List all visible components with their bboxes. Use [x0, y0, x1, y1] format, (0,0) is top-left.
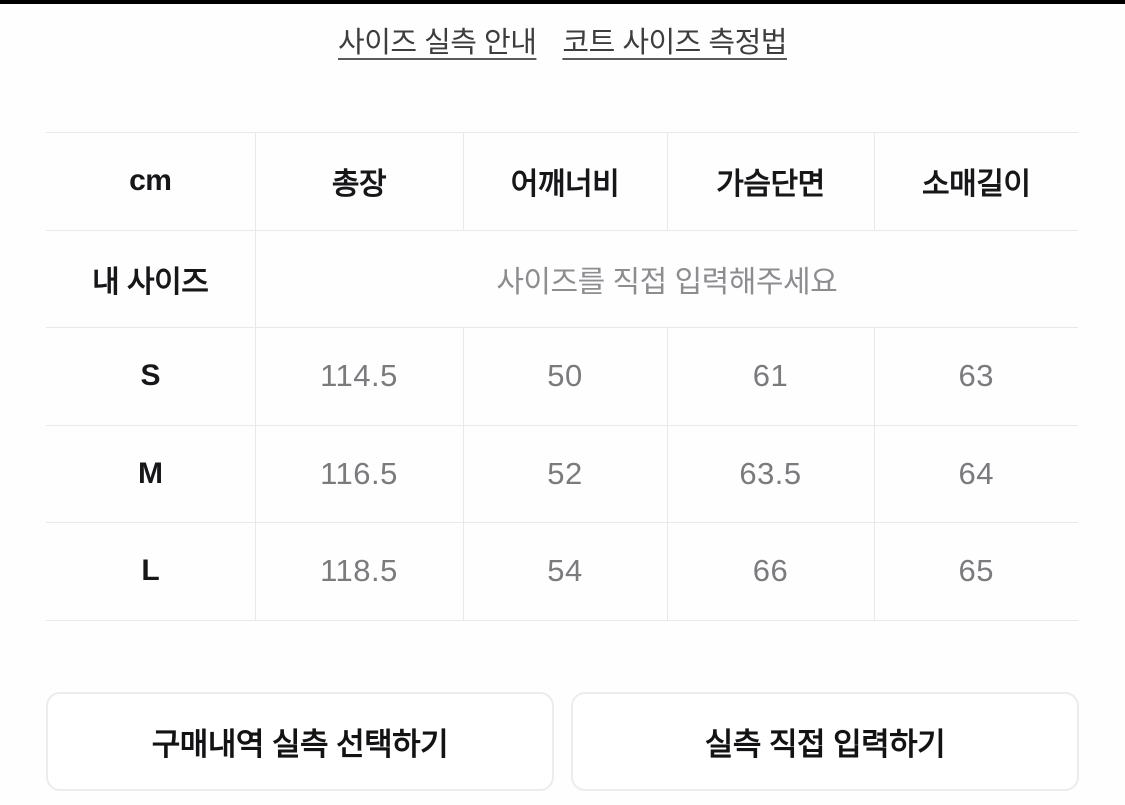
size-table: cm 총장 어깨너비 가슴단면 소매길이 — [46, 132, 1078, 621]
measurement-cell: 64 — [873, 424, 1078, 523]
measurement-value: 66 — [752, 553, 789, 589]
my-size-label-cell: 내 사이즈 — [46, 229, 256, 328]
measurement-value: 50 — [547, 358, 583, 394]
measurement-cell: 118.5 — [254, 522, 464, 621]
size-measure-guide-link[interactable]: 사이즈 실측 안내 — [338, 27, 537, 59]
table-row-size-m: M 116.5 52 63.5 64 — [46, 424, 1078, 523]
measurement-value: 116.5 — [320, 455, 398, 491]
size-label: S — [140, 359, 160, 393]
actions-row: 구매내역 실측 선택하기 실측 직접 입력하기 — [46, 692, 1079, 791]
measurement-value: 63.5 — [739, 455, 802, 491]
size-label-cell: M — [46, 424, 256, 523]
top-edge-bar — [0, 0, 1125, 4]
column-header-label: 가슴단면 — [716, 168, 825, 202]
measurement-cell: 66 — [666, 522, 875, 621]
size-label: L — [141, 554, 160, 588]
measurement-cell: 65 — [873, 522, 1078, 621]
measurement-cell: 116.5 — [254, 424, 464, 523]
measurement-cell: 61 — [666, 327, 875, 426]
measurement-value: 114.5 — [320, 358, 398, 394]
size-label: M — [138, 456, 163, 490]
measurement-value: 52 — [547, 455, 583, 491]
enter-measurement-directly-button[interactable]: 실측 직접 입력하기 — [571, 692, 1079, 791]
measurement-cell: 63.5 — [666, 424, 875, 523]
measurement-value: 118.5 — [320, 553, 398, 589]
measurement-value: 65 — [958, 553, 994, 589]
my-size-input-cell[interactable]: 사이즈를 직접 입력해주세요 — [254, 229, 1078, 328]
coat-measure-method-link[interactable]: 코트 사이즈 측정법 — [562, 27, 787, 59]
column-header-total-length: 총장 — [254, 132, 464, 231]
measurement-cell: 54 — [462, 522, 668, 621]
measurement-value: 63 — [958, 358, 994, 394]
measurement-cell: 63 — [873, 327, 1078, 426]
measurement-cell: 52 — [462, 424, 668, 523]
unit-header-cell: cm — [46, 132, 256, 231]
size-table-container: cm 총장 어깨너비 가슴단면 소매길이 — [46, 132, 1078, 621]
column-header-label: 어깨너비 — [510, 168, 620, 202]
table-row-size-s: S 114.5 50 61 63 — [46, 327, 1078, 426]
table-row-size-l: L 118.5 54 66 65 — [46, 522, 1078, 621]
column-header-shoulder-width: 어깨너비 — [462, 132, 668, 231]
measurement-value: 61 — [752, 358, 789, 394]
size-label-cell: S — [46, 327, 256, 426]
measurement-value: 54 — [547, 553, 583, 589]
column-header-label: 총장 — [331, 168, 387, 202]
my-size-label: 내 사이즈 — [92, 265, 209, 299]
column-header-chest-width: 가슴단면 — [666, 132, 875, 231]
guide-links-row: 사이즈 실측 안내 코트 사이즈 측정법 — [0, 22, 1125, 64]
my-size-row: 내 사이즈 사이즈를 직접 입력해주세요 — [46, 229, 1078, 328]
size-label-cell: L — [46, 522, 256, 621]
measurement-cell: 50 — [462, 327, 668, 426]
table-header-row: cm 총장 어깨너비 가슴단면 소매길이 — [46, 132, 1078, 231]
select-purchase-measurement-button[interactable]: 구매내역 실측 선택하기 — [46, 692, 554, 791]
my-size-placeholder[interactable]: 사이즈를 직접 입력해주세요 — [496, 265, 838, 299]
measurement-value: 64 — [958, 455, 994, 491]
measurement-cell: 114.5 — [254, 327, 464, 426]
column-header-sleeve-length: 소매길이 — [873, 132, 1078, 231]
unit-header-label: cm — [129, 164, 172, 198]
column-header-label: 소매길이 — [922, 168, 1031, 202]
